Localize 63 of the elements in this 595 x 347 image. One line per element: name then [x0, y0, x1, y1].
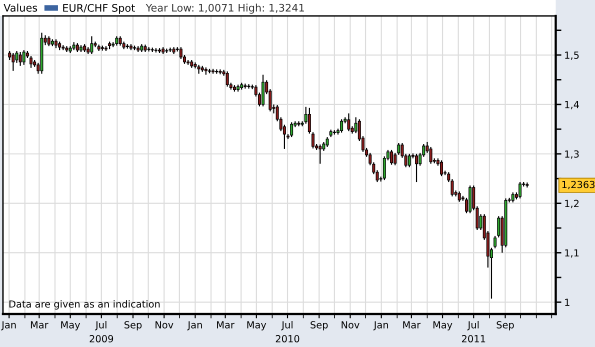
- candlestick: [429, 146, 432, 164]
- candlestick: [179, 46, 182, 60]
- candlestick: [12, 52, 15, 72]
- candlestick: [262, 74, 265, 107]
- x2-tick-label: 2010: [276, 335, 300, 342]
- candlestick: [115, 36, 118, 46]
- x-tick-label: Jan: [373, 321, 388, 330]
- x-tick-label: Nov: [342, 321, 360, 329]
- x-tick-label: Jul: [95, 320, 106, 330]
- candlestick: [197, 64, 200, 74]
- y-tick-label: 1,3: [565, 150, 579, 159]
- x-tick-label: Jan: [187, 321, 202, 330]
- candlestick: [22, 50, 26, 66]
- y-tick-label: 1,2: [565, 200, 579, 208]
- candlestick: [458, 190, 461, 202]
- candlestick: [390, 149, 394, 166]
- candlestick: [226, 70, 229, 88]
- candlestick: [90, 36, 94, 55]
- y-tick-label: 1,1: [565, 249, 579, 258]
- candlestick: [347, 112, 350, 132]
- candlestick: [408, 153, 411, 168]
- candlestick: [511, 192, 514, 203]
- candlestick: [312, 132, 315, 149]
- x-tick-label: Nov: [156, 321, 174, 329]
- x2-tick-label: 2011: [462, 335, 486, 342]
- x-tick-label: May: [433, 321, 452, 330]
- candlestick: [326, 136, 329, 148]
- x-tick-label: Mar: [403, 321, 421, 329]
- candlestick: [318, 144, 322, 164]
- candlestick: [494, 235, 497, 249]
- x-tick-label: Sep: [310, 321, 328, 330]
- candlestick: [168, 47, 172, 53]
- candlestick: [440, 160, 444, 177]
- x-tick-label: Jul: [281, 320, 292, 330]
- legend-title: Values: [4, 4, 38, 12]
- candlestick: [247, 84, 250, 90]
- x-tick-label: Mar: [217, 321, 234, 329]
- candlestick: [290, 122, 294, 138]
- candlestick: [308, 107, 311, 134]
- x-tick-label: Sep: [496, 321, 514, 330]
- candlestick: [340, 118, 344, 134]
- candlestick: [468, 184, 472, 214]
- candlestick: [47, 36, 50, 47]
- y-tick-label: 1,5: [565, 52, 579, 60]
- candlestick: [518, 181, 522, 199]
- candlestick: [18, 51, 22, 66]
- candlestick: [218, 68, 222, 75]
- x-tick-label: Jul: [467, 320, 479, 330]
- x-tick-label: May: [247, 321, 266, 330]
- text: 1,2363: [562, 180, 595, 190]
- candlestick: [415, 153, 418, 183]
- text: Year Low: 1,0071 High: 1,3241: [146, 4, 304, 14]
- annotation: Data are given as an indication: [9, 300, 160, 310]
- x-tick-label: Sep: [124, 321, 142, 330]
- y-tick-label: 1: [565, 298, 570, 306]
- x-tick-label: Mar: [30, 321, 48, 329]
- y-tick-label: 1,4: [565, 101, 579, 110]
- x-tick-label: May: [61, 321, 80, 330]
- text: EUR/CHF Spot: [63, 4, 135, 14]
- x-tick-label: Jan: [1, 321, 16, 330]
- x2-tick-label: 2009: [90, 335, 114, 342]
- candlestick: [30, 55, 33, 68]
- candlestick: [118, 36, 122, 46]
